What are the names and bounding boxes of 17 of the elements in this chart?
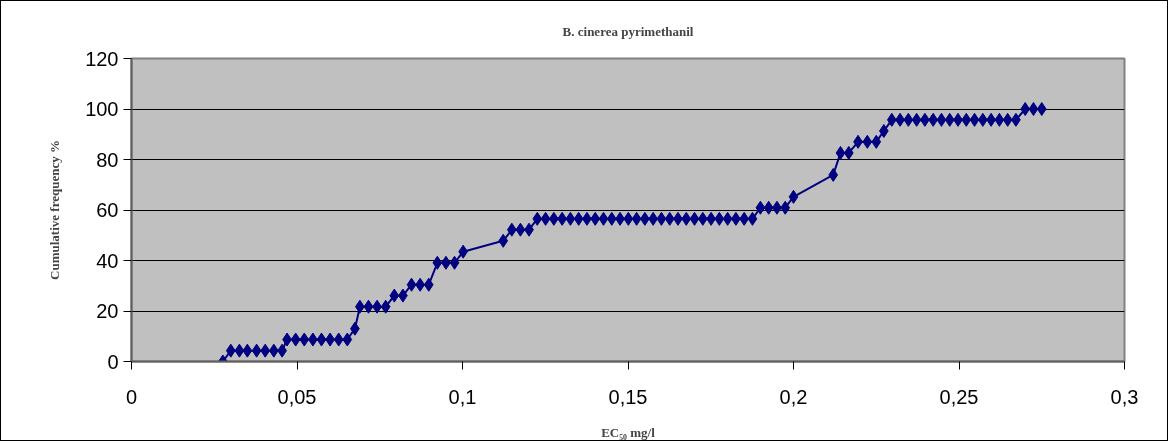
x-tick-label: 0 — [125, 385, 138, 408]
y-tick-label: 80 — [96, 148, 119, 171]
x-tick-label: 0,25 — [939, 385, 979, 408]
y-tick-label: 60 — [96, 199, 119, 221]
y-tick-label: 0 — [107, 350, 119, 373]
x-tick-label: 0,2 — [779, 385, 808, 408]
x-axis-title: EC₅₀ mg/l — [601, 424, 656, 440]
y-tick-label: 40 — [96, 249, 119, 272]
y-axis-title: Cumulative frequency % — [47, 140, 63, 280]
y-tick-label: 120 — [85, 47, 119, 70]
x-tick-label: 0,05 — [277, 385, 317, 408]
x-tick-label: 0,15 — [608, 385, 648, 408]
y-tick-label: 20 — [96, 300, 119, 322]
y-tick-label: 100 — [85, 98, 119, 120]
chart-title: B. cinerea pyrimethanil — [562, 23, 694, 39]
x-tick-label: 0,1 — [448, 385, 477, 408]
x-tick-label: 0,3 — [1110, 385, 1139, 408]
